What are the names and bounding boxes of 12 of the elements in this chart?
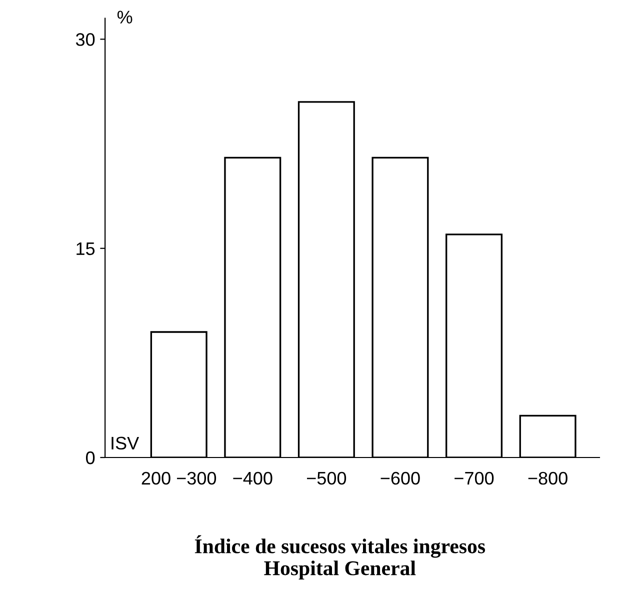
- x-tick-label: −600: [380, 472, 420, 485]
- y-tick-label: 15: [76, 242, 95, 256]
- x-tick-label: −800: [528, 472, 568, 485]
- x-tick-label: −400: [233, 472, 272, 485]
- x-tick-label: −500: [306, 472, 346, 485]
- text: Índice de sucesos vitales ingresos Hospital General: [194, 535, 486, 580]
- annotation: ISV: [112, 436, 140, 450]
- y-axis-title: %: [117, 10, 132, 24]
- x-tick-label: 200 −300: [142, 472, 216, 485]
- y-tick-label: 30: [76, 33, 95, 46]
- y-tick-label: 0: [86, 451, 95, 464]
- x-tick-label: −700: [454, 472, 494, 485]
